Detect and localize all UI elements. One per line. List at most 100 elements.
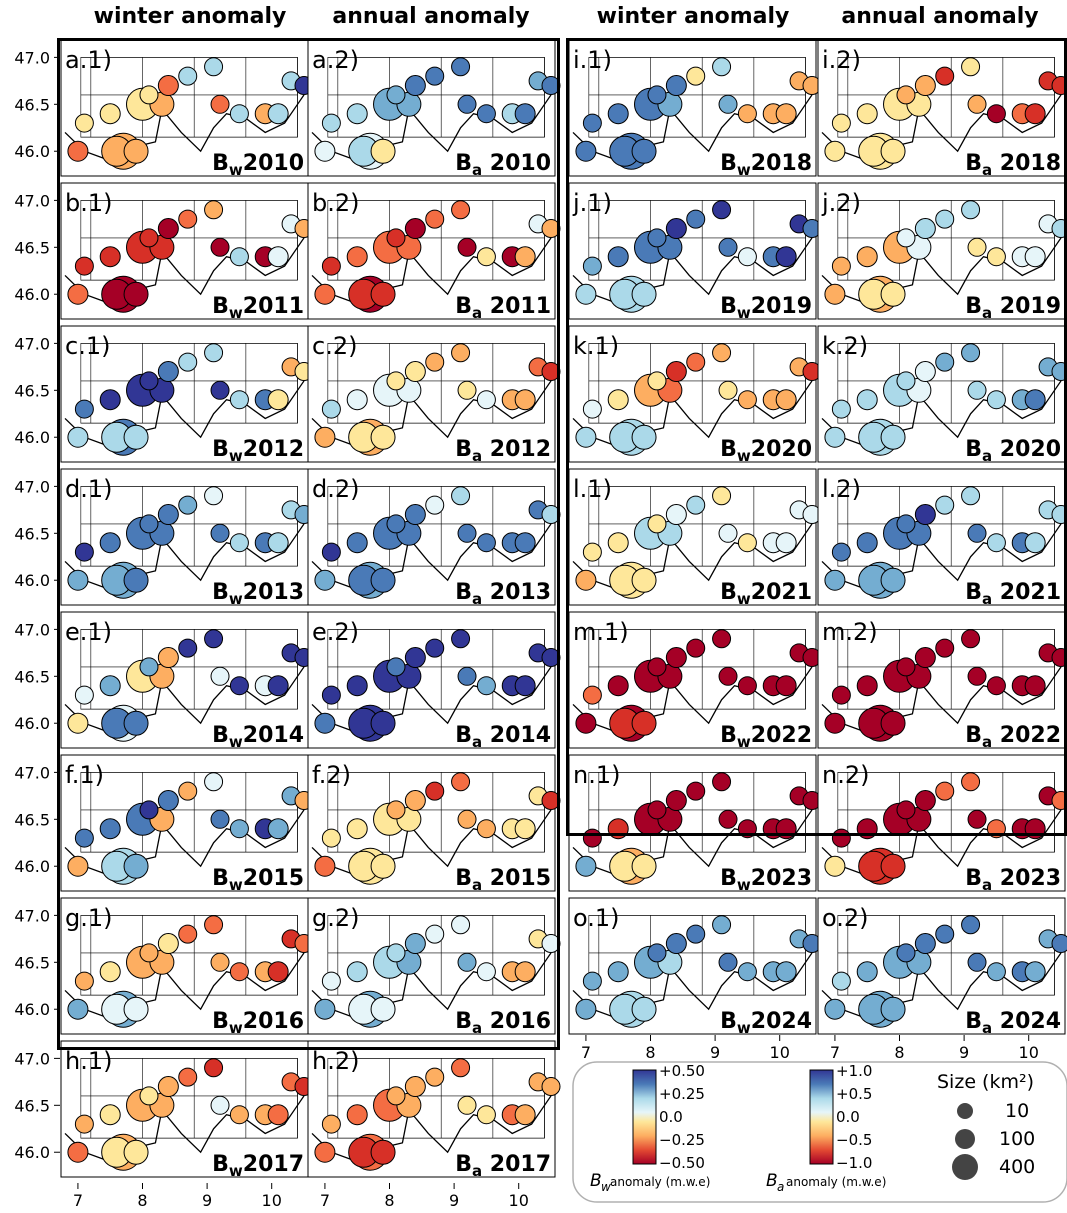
right-block-frame (566, 38, 1067, 836)
glacier-point (712, 200, 732, 220)
y-tick-label: 47.0 (14, 1049, 50, 1068)
glacier-point (647, 514, 667, 534)
panel-label: Ba 2020 (965, 437, 1061, 465)
glacier-point (321, 685, 341, 705)
glacier-point (896, 228, 916, 248)
panel-id: m.1) (573, 618, 629, 646)
panel-label: Bw2013 (212, 580, 304, 608)
bw-label-sym: B (590, 1171, 602, 1191)
glacier-point (139, 1086, 159, 1106)
glacier-point (139, 800, 159, 820)
glacier-point (386, 1086, 406, 1106)
glacier-point (961, 200, 981, 220)
panel-label: Ba 2016 (455, 1009, 551, 1037)
glacier-point (647, 228, 667, 248)
glacier-point (935, 495, 955, 515)
panel-label: Ba 2012 (455, 437, 551, 465)
panel-g-2: g.2) Ba 2016 (307, 897, 561, 1037)
ba-tick: 0.0 (836, 1108, 860, 1126)
y-tick-label: 46.5 (14, 524, 50, 543)
glacier-point (961, 57, 981, 77)
panel-h-1: h.1) Bw2017 (60, 1040, 314, 1180)
glacier-point (631, 853, 657, 879)
glacier-point (314, 426, 336, 448)
glacier-point (370, 853, 396, 879)
glacier-point (914, 218, 936, 240)
size-dot-10 (957, 1103, 973, 1119)
glacier-point (476, 390, 496, 410)
panel-id: o.2) (822, 904, 869, 932)
glacier-point (935, 781, 955, 801)
glacier-point (856, 532, 878, 554)
glacier-point (425, 638, 445, 658)
glacier-point (1051, 791, 1067, 811)
glacier-point (582, 971, 602, 991)
glacier-point (896, 514, 916, 534)
glacier-point (541, 219, 561, 239)
glacier-point (123, 853, 149, 879)
panel-label: Ba 2013 (455, 580, 551, 608)
header-winter-right: winter anomaly (596, 4, 790, 29)
glacier-point (321, 971, 341, 991)
panel-id: o.1) (573, 904, 620, 932)
glacier-point (514, 1104, 536, 1126)
glacier-point (541, 76, 561, 96)
glacier-point (775, 675, 797, 697)
ba-tick: −1.0 (836, 1154, 872, 1172)
glacier-point (712, 486, 732, 506)
y-tick-label: 46.5 (14, 381, 50, 400)
glacier-point (935, 638, 955, 658)
panel-id: e.1) (65, 618, 112, 646)
glacier-point (314, 1141, 336, 1163)
glacier-point (880, 424, 906, 450)
glacier-point (935, 66, 955, 86)
y-tick-label: 47.0 (14, 477, 50, 496)
glacier-point (386, 514, 406, 534)
glacier-point (712, 57, 732, 77)
glacier-point (451, 200, 471, 220)
glacier-point (67, 569, 89, 591)
y-tick-label: 46.5 (14, 95, 50, 114)
glacier-point (425, 924, 445, 944)
glacier-point (178, 209, 198, 229)
panel-id: d.2) (312, 475, 360, 503)
glacier-point (99, 961, 121, 983)
glacier-point (824, 283, 846, 305)
panel-id: j.2) (821, 189, 861, 217)
glacier-point (476, 676, 496, 696)
glacier-point (267, 818, 289, 840)
panel-o-2: o.2) Ba 2024 (817, 897, 1067, 1037)
bw-tick: −0.50 (659, 1154, 705, 1172)
glacier-point (824, 712, 846, 734)
bw-tick: +0.25 (659, 1085, 705, 1103)
glacier-point (425, 495, 445, 515)
glacier-point (737, 104, 757, 124)
panel-label: Bw2020 (720, 437, 812, 465)
glacier-point (831, 542, 851, 562)
glacier-point (718, 237, 738, 257)
x-tick-label: 8 (894, 1043, 904, 1062)
panel-j-1: j.1) Bw2019 (568, 182, 822, 322)
glacier-point (880, 567, 906, 593)
size-label: 400 (999, 1156, 1035, 1178)
glacier-point (607, 389, 629, 411)
glacier-point (451, 772, 471, 792)
panel-f-2: f.2) Ba 2015 (307, 754, 561, 894)
glacier-point (647, 371, 667, 391)
glacier-point (541, 1077, 561, 1097)
glacier-point (514, 389, 536, 411)
panel-label: Ba 2022 (965, 723, 1061, 751)
panel-label: Bw2016 (212, 1009, 304, 1037)
panel-label: Bw2014 (212, 723, 304, 751)
panel-k-1: k.1) Bw2020 (568, 325, 822, 465)
panel-id: n.1) (573, 761, 620, 789)
glacier-point (631, 138, 657, 164)
glacier-point (321, 1114, 341, 1134)
glacier-point (204, 343, 224, 363)
panel-l-2: l.2) Ba 2021 (817, 468, 1067, 608)
glacier-point (229, 390, 249, 410)
glacier-point (607, 675, 629, 697)
glacier-point (961, 486, 981, 506)
panel-l-1: l.1) Bw2021 (568, 468, 822, 608)
glacier-point (178, 495, 198, 515)
